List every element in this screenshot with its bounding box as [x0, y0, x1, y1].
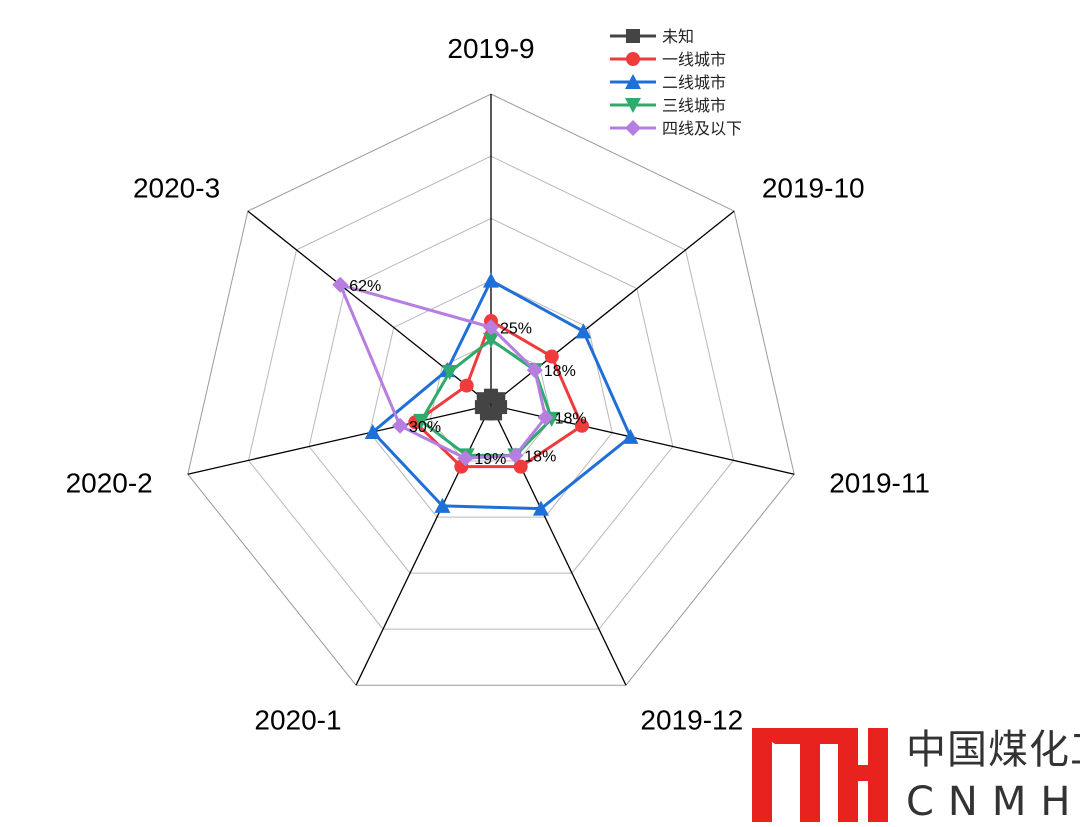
category-label-6: 2020-3 [133, 172, 220, 203]
legend-text-4: 四线及以下 [662, 119, 742, 138]
series-line-2 [371, 279, 632, 511]
logo: 中国煤化工 CNMHG [752, 727, 1080, 825]
series-0 [474, 388, 508, 421]
point-3-5 [413, 413, 430, 429]
point-4-5 [392, 417, 409, 434]
legend-item-3: 三线城市 [610, 96, 726, 115]
point-4-2 [537, 409, 554, 426]
data-label-2: 18% [555, 410, 587, 427]
point-4-6 [332, 276, 349, 293]
logo-mark [752, 728, 888, 822]
point-2-2 [622, 428, 639, 444]
point-2-3 [532, 500, 549, 516]
legend-text-0: 未知 [662, 27, 694, 46]
legend-item-1: 一线城市 [610, 50, 726, 69]
category-label-4: 2020-1 [254, 704, 341, 735]
point-2-1 [575, 323, 592, 339]
logo-bar-top [752, 728, 814, 744]
spoke-1 [490, 210, 735, 406]
series-line-4 [338, 283, 548, 460]
point-2-5 [364, 423, 381, 439]
radar-grid [187, 93, 795, 686]
legend-marker-4 [625, 120, 641, 136]
point-2-0 [483, 272, 499, 288]
category-label-1: 2019-10 [762, 172, 865, 203]
spoke-3 [490, 404, 627, 686]
logo-bar-mid [858, 765, 868, 781]
point-0-6 [476, 392, 491, 407]
logo-bar-1 [752, 728, 772, 822]
logo-bar-2 [800, 728, 820, 822]
legend-text-3: 三线城市 [662, 96, 726, 115]
point-4-1 [526, 362, 543, 379]
data-label-4: 19% [474, 451, 506, 468]
legend-text-2: 二线城市 [662, 73, 726, 92]
category-labels: 2019-9 2019-10 2019-11 2019-12 2020-1 2020-2 2… [66, 33, 930, 735]
legend-item-4: 四线及以下 [610, 119, 742, 138]
point-4-3 [507, 447, 524, 464]
legend-marker-3 [625, 98, 641, 113]
grid-ring-2 [369, 280, 613, 518]
point-1-2 [574, 418, 589, 433]
category-label-5: 2020-2 [66, 468, 153, 499]
legend-item-0: 未知 [610, 27, 694, 46]
data-labels: 25% 18% 18% 18% 19% 30% 62% [349, 278, 586, 468]
radar-series [332, 272, 639, 516]
legend-text-1: 一线城市 [662, 50, 726, 69]
point-3-6 [441, 365, 458, 381]
legend-item-2: 二线城市 [610, 73, 726, 92]
category-label-3: 2019-12 [640, 704, 743, 735]
series-1 [408, 314, 589, 474]
logo-bar-3 [838, 728, 858, 822]
spoke-4 [355, 404, 492, 686]
point-3-0 [483, 332, 499, 348]
category-label-2: 2019-11 [829, 468, 930, 499]
data-label-3: 18% [524, 448, 556, 465]
grid-ring-5 [187, 93, 795, 686]
point-1-6 [459, 378, 474, 393]
logo-bar-4 [868, 728, 888, 822]
logo-cn-text: 中国煤化工 [906, 727, 1080, 773]
series-4 [332, 276, 554, 467]
legend-marker-2 [625, 74, 641, 89]
data-label-0: 25% [500, 320, 532, 337]
point-1-3 [513, 459, 528, 474]
point-4-4 [457, 450, 474, 467]
spoke-5 [187, 404, 492, 475]
legend-marker-0 [626, 29, 640, 43]
legend-marker-1 [626, 52, 640, 66]
point-1-1 [544, 349, 559, 364]
grid-ring-3 [308, 217, 674, 574]
logo-en-text: CNMHG [906, 779, 1080, 825]
grid-ring-4 [247, 155, 735, 630]
category-label-0: 2019-9 [447, 33, 534, 64]
data-label-6: 62% [349, 278, 381, 295]
data-label-1: 18% [544, 363, 576, 380]
point-4-0 [483, 319, 499, 336]
point-2-4 [434, 497, 451, 513]
data-label-5: 30% [409, 419, 441, 436]
series-line-1 [413, 319, 584, 469]
